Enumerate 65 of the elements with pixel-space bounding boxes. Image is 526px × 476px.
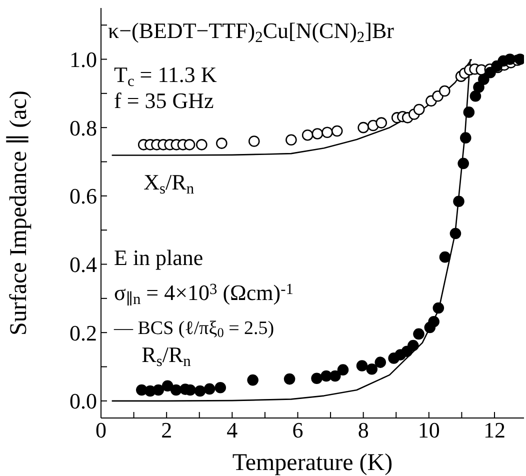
point [204, 383, 216, 395]
x-tick-label: 4 [226, 418, 238, 443]
point [413, 104, 425, 116]
point [413, 328, 424, 340]
point [408, 340, 419, 352]
series-label: R$_{s}$/R$_{n}$ [142, 342, 192, 370]
point [460, 132, 472, 144]
point [439, 251, 451, 263]
point [337, 364, 349, 376]
point [329, 370, 341, 382]
y-axis-title: Surface Impedance ∥ (ac) [6, 90, 32, 336]
point [196, 139, 208, 150]
point [214, 382, 226, 394]
annotation: f = 35 GHz [114, 88, 214, 113]
point [247, 374, 258, 386]
point [331, 125, 343, 137]
text: 0.0 [70, 388, 97, 414]
point [216, 138, 228, 149]
annotation: — BCS (ℓ/πξ$_{0}$ = 2.5) [113, 318, 274, 340]
point [248, 136, 260, 147]
x-tick-label: 12 [483, 418, 506, 443]
point [366, 363, 378, 375]
x-axis-title: Temperature (K) [232, 450, 393, 476]
point [450, 228, 462, 240]
y-tick-label: 0.8 [70, 115, 97, 140]
y-tick-label: 0.2 [70, 320, 97, 346]
point [504, 54, 516, 65]
annotation: E in plane [114, 245, 204, 270]
point [302, 129, 314, 141]
point [374, 356, 386, 368]
point [478, 74, 490, 86]
point [432, 302, 444, 314]
point [473, 82, 484, 93]
point [458, 158, 469, 170]
point [170, 384, 182, 396]
text: κ−(BEDT−TTF)$_{2}$Cu[N(CN)$_{2}$]Br [108, 18, 395, 46]
point [463, 106, 475, 118]
point [152, 384, 164, 396]
y-tick-label: 0.6 [70, 184, 97, 209]
point [284, 373, 296, 385]
point [312, 128, 324, 140]
x-tick-label: 0 [96, 418, 106, 443]
x-tick-label: 10 [418, 418, 440, 443]
y-tick-label: 0.4 [70, 252, 97, 278]
x-tick-label: 2 [161, 418, 172, 443]
point [438, 85, 450, 97]
point [376, 117, 388, 128]
point [162, 380, 174, 392]
point [428, 316, 440, 328]
annotation: T$_{c}$ = 11.3 K [114, 62, 217, 90]
point [356, 360, 368, 372]
point [358, 122, 369, 134]
point [194, 385, 206, 397]
point [453, 196, 464, 208]
point [286, 134, 297, 146]
point [311, 372, 322, 384]
annotation: σ$_{∥n}$ = 4×10$^{3}$ (Ωcm)$^{-1}$ [114, 280, 294, 308]
series-label: X$_{s}$/R$_{n}$ [144, 170, 194, 198]
text: 1.0 [70, 47, 97, 72]
x-tick-label: 6 [292, 418, 304, 443]
point [184, 139, 196, 150]
point [322, 126, 333, 138]
point [484, 66, 496, 78]
point [470, 90, 482, 102]
x-tick-label: 8 [358, 418, 369, 443]
